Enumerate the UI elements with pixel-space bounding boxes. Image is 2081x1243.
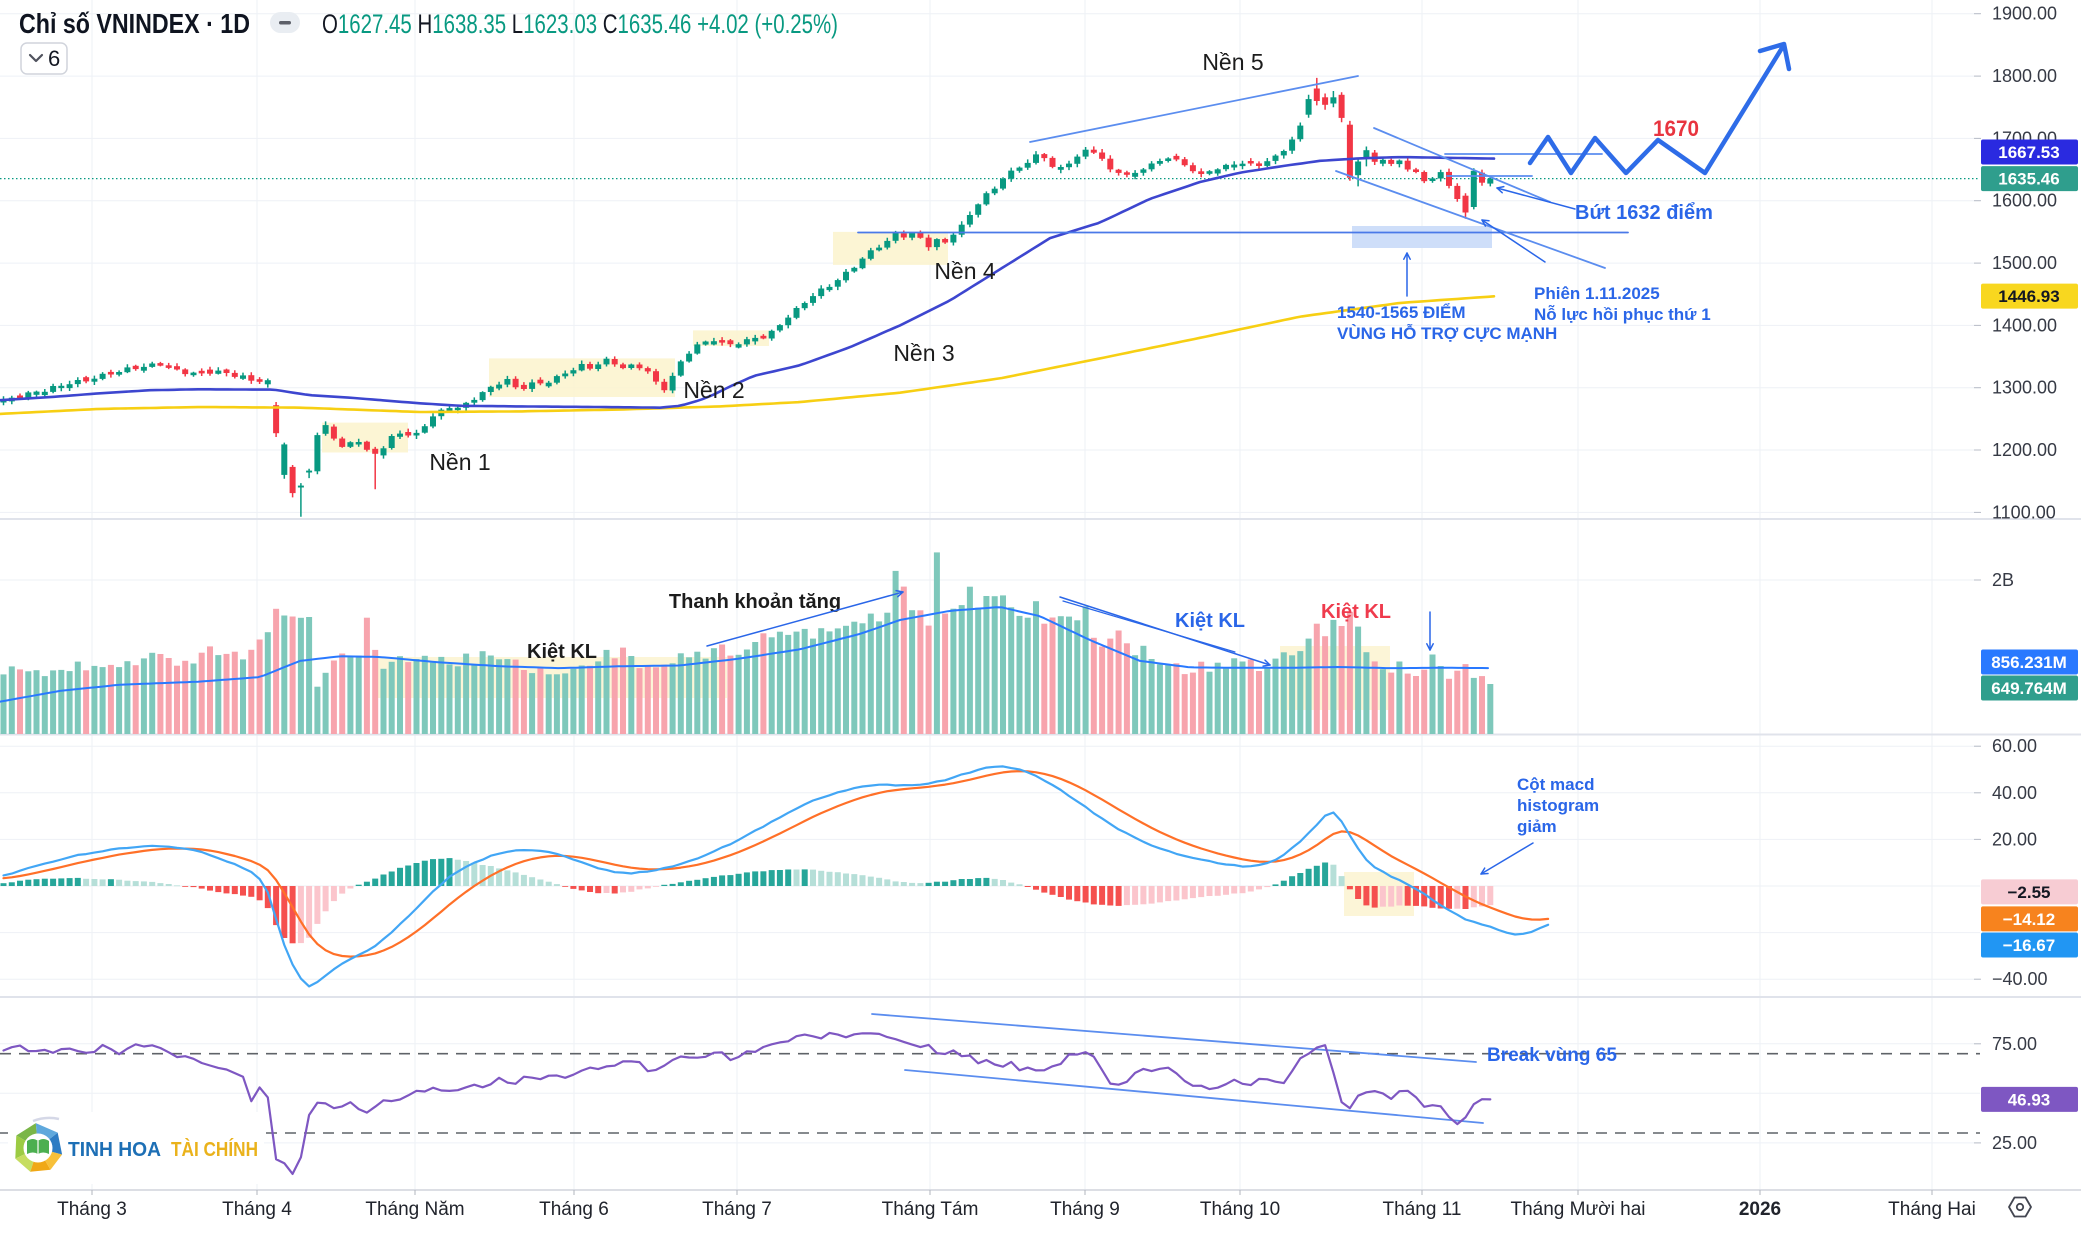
svg-text:6: 6 — [48, 46, 60, 71]
svg-text:1670: 1670 — [1653, 116, 1699, 141]
svg-text:856.231M: 856.231M — [1991, 653, 2067, 672]
svg-text:1635.46: 1635.46 — [1998, 170, 2059, 189]
svg-text:Tháng 4: Tháng 4 — [222, 1199, 292, 1220]
svg-text:−40.00: −40.00 — [1992, 969, 2048, 989]
svg-text:1600.00: 1600.00 — [1992, 191, 2057, 211]
svg-text:1900.00: 1900.00 — [1992, 4, 2057, 24]
svg-text:O1627.45 H1638.35 L1623.03 C16: O1627.45 H1638.35 L1623.03 C1635.46 +4.0… — [322, 9, 838, 39]
svg-text:2026: 2026 — [1739, 1199, 1781, 1220]
svg-text:Nền 4: Nền 4 — [934, 258, 996, 284]
svg-text:Tháng 6: Tháng 6 — [539, 1199, 609, 1220]
svg-text:Nền 1: Nền 1 — [429, 449, 490, 475]
svg-text:1300.00: 1300.00 — [1992, 378, 2057, 398]
svg-text:20.00: 20.00 — [1992, 829, 2037, 849]
svg-text:25.00: 25.00 — [1992, 1133, 2037, 1153]
svg-text:Tháng 10: Tháng 10 — [1200, 1199, 1280, 1220]
svg-text:1400.00: 1400.00 — [1992, 315, 2057, 335]
svg-text:Thanh khoản tăng: Thanh khoản tăng — [669, 591, 841, 613]
svg-text:Bứt 1632 điểm: Bứt 1632 điểm — [1575, 202, 1713, 224]
svg-text:Nền 5: Nền 5 — [1202, 49, 1263, 75]
svg-text:Tháng Hai: Tháng Hai — [1888, 1199, 1976, 1220]
svg-text:1540-1565 ĐIỂM: 1540-1565 ĐIỂM — [1337, 303, 1466, 322]
svg-text:1667.53: 1667.53 — [1998, 143, 2059, 162]
svg-text:1800.00: 1800.00 — [1992, 66, 2057, 86]
svg-text:40.00: 40.00 — [1992, 783, 2037, 803]
svg-text:TINH HOA: TINH HOA — [68, 1139, 161, 1161]
svg-text:−14.12: −14.12 — [2003, 910, 2055, 929]
svg-text:75.00: 75.00 — [1992, 1034, 2037, 1054]
svg-text:2B: 2B — [1992, 570, 2014, 590]
svg-text:Tháng 11: Tháng 11 — [1383, 1199, 1462, 1220]
svg-text:Phiên 1.11.2025: Phiên 1.11.2025 — [1534, 284, 1660, 303]
svg-text:TÀI CHÍNH: TÀI CHÍNH — [171, 1138, 258, 1161]
svg-text:1446.93: 1446.93 — [1998, 287, 2059, 306]
svg-text:46.93: 46.93 — [2008, 1090, 2051, 1109]
svg-text:Tháng 7: Tháng 7 — [702, 1199, 772, 1220]
svg-text:Nỗ lực hồi phục thứ 1: Nỗ lực hồi phục thứ 1 — [1534, 305, 1711, 324]
svg-text:649.764M: 649.764M — [1991, 679, 2067, 698]
svg-text:Tháng Năm: Tháng Năm — [365, 1199, 464, 1220]
svg-text:60.00: 60.00 — [1992, 736, 2037, 756]
svg-text:Tháng Mười hai: Tháng Mười hai — [1510, 1199, 1645, 1220]
svg-text:Kiệt KL: Kiệt KL — [1321, 601, 1391, 623]
svg-text:Tháng Tám: Tháng Tám — [882, 1199, 979, 1220]
svg-text:histogram: histogram — [1517, 796, 1599, 815]
svg-text:−2.55: −2.55 — [2007, 883, 2050, 902]
svg-text:Nền 3: Nền 3 — [893, 340, 954, 366]
svg-text:VÙNG HỖ TRỢ CỰC MẠNH: VÙNG HỖ TRỢ CỰC MẠNH — [1337, 324, 1557, 343]
svg-text:Cột macd: Cột macd — [1517, 775, 1594, 794]
svg-text:1500.00: 1500.00 — [1992, 253, 2057, 273]
svg-text:Break vùng 65: Break vùng 65 — [1487, 1045, 1617, 1066]
svg-text:1100.00: 1100.00 — [1992, 502, 2056, 522]
svg-text:Chỉ số VNINDEX · 1D: Chỉ số VNINDEX · 1D — [19, 8, 250, 39]
svg-text:Nền 2: Nền 2 — [683, 377, 744, 403]
svg-text:−16.67: −16.67 — [2003, 936, 2055, 955]
svg-text:giảm: giảm — [1517, 817, 1557, 836]
svg-text:Tháng 9: Tháng 9 — [1050, 1199, 1120, 1220]
svg-text:Kiệt KL: Kiệt KL — [1175, 610, 1245, 632]
svg-text:1200.00: 1200.00 — [1992, 440, 2057, 460]
svg-text:Tháng 3: Tháng 3 — [57, 1199, 127, 1220]
svg-text:Kiệt KL: Kiệt KL — [527, 641, 597, 663]
